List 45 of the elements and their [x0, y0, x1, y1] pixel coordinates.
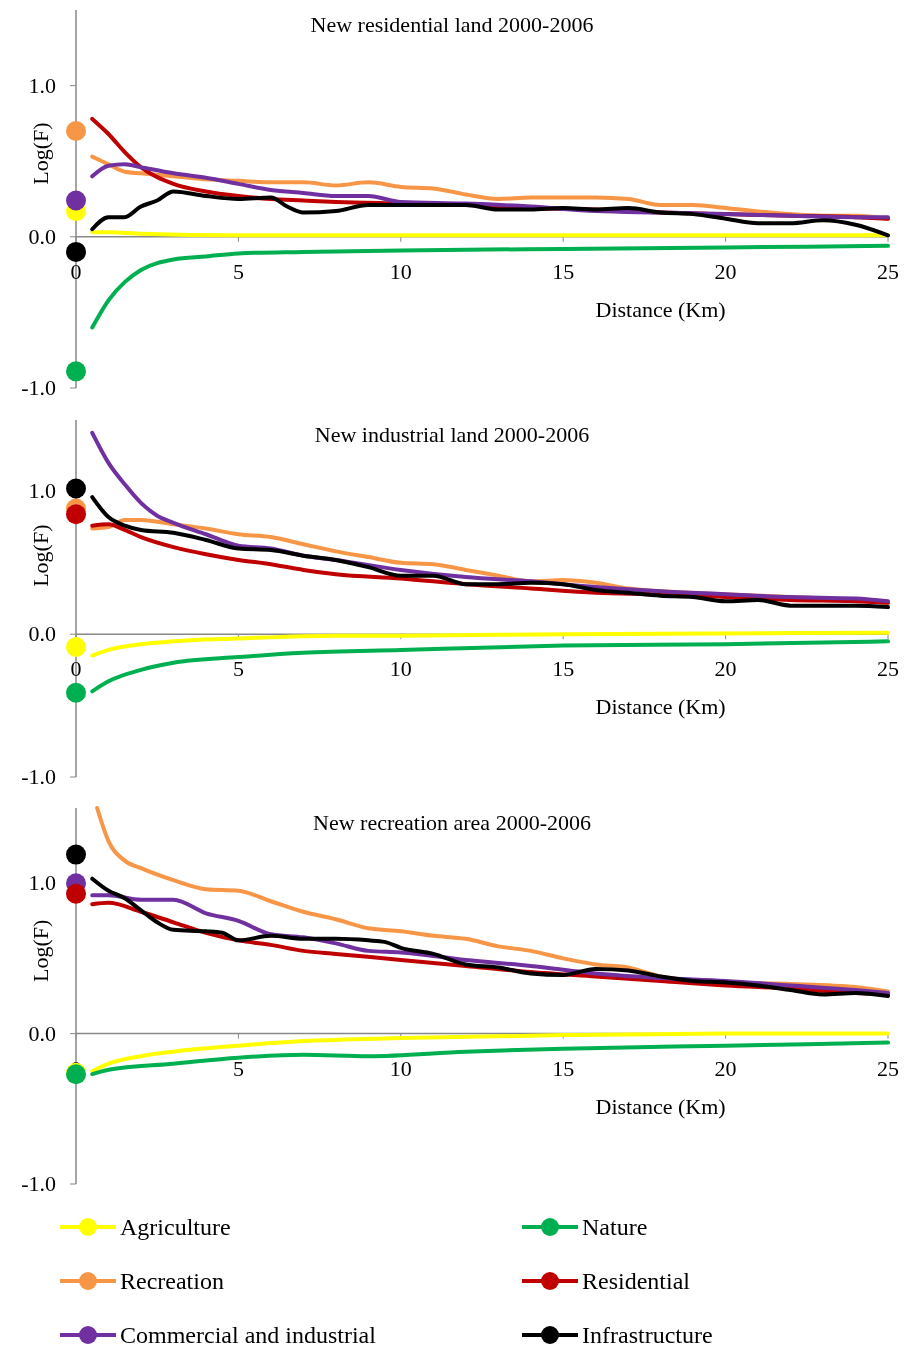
x-tick-label: 15	[552, 1055, 575, 1081]
x-tick-label: 25	[877, 1055, 899, 1081]
y-axis-title: Log(F)	[28, 919, 53, 983]
x-tick-label: 15	[552, 258, 575, 284]
line-series	[90, 630, 890, 658]
legend-label: Recreation	[120, 1268, 224, 1294]
legend-label: Residential	[582, 1268, 691, 1294]
y-tick-label: 1.0	[28, 870, 56, 896]
legend-label: Nature	[582, 1214, 648, 1240]
line-series	[90, 495, 890, 610]
x-tick-label: 5	[232, 656, 244, 682]
y-axis-title: Log(F)	[28, 524, 53, 587]
x-tick-label: 25	[877, 258, 899, 284]
legend-label: Agriculture	[120, 1214, 231, 1240]
x-tick-label: 10	[389, 656, 412, 682]
y-tick-label: -1.0	[21, 764, 56, 789]
x-tick-label: 5	[232, 258, 244, 284]
chart-title: New residential land 2000-2006	[310, 12, 594, 37]
x-axis-title: Distance (Km)	[595, 1093, 726, 1119]
line-series	[90, 876, 890, 998]
y-axis-title: Log(F)	[28, 122, 53, 185]
chart-title: New industrial land 2000-2006	[314, 422, 590, 447]
legend-label: Commercial and industrial	[120, 1322, 377, 1348]
x-tick-label: 20	[714, 258, 737, 284]
y-tick-label: 1.0	[28, 72, 56, 98]
x-tick-label: 10	[389, 1055, 412, 1081]
x-tick-label: 0	[70, 258, 82, 284]
x-axis-title: Distance (Km)	[595, 296, 726, 322]
x-axis-title: Distance (Km)	[595, 694, 726, 720]
line-series	[90, 189, 890, 238]
y-tick-label: 0.0	[28, 1020, 56, 1046]
y-tick-label: 1.0	[28, 478, 56, 504]
y-tick-label: -1.0	[21, 375, 56, 400]
x-tick-label: 25	[877, 656, 899, 682]
x-tick-label: 15	[552, 656, 575, 682]
x-tick-label: 0	[70, 656, 82, 682]
chart-title: New recreation area 2000-2006	[313, 810, 591, 835]
x-tick-label: 5	[232, 1055, 244, 1081]
y-tick-label: 0.0	[28, 223, 56, 249]
x-tick-label: 20	[714, 1055, 737, 1081]
y-tick-label: -1.0	[21, 1171, 56, 1196]
x-tick-label: 10	[389, 258, 412, 284]
x-tick-label: 20	[714, 656, 737, 682]
legend-label: Infrastructure	[582, 1322, 713, 1348]
y-tick-label: 0.0	[28, 621, 56, 647]
